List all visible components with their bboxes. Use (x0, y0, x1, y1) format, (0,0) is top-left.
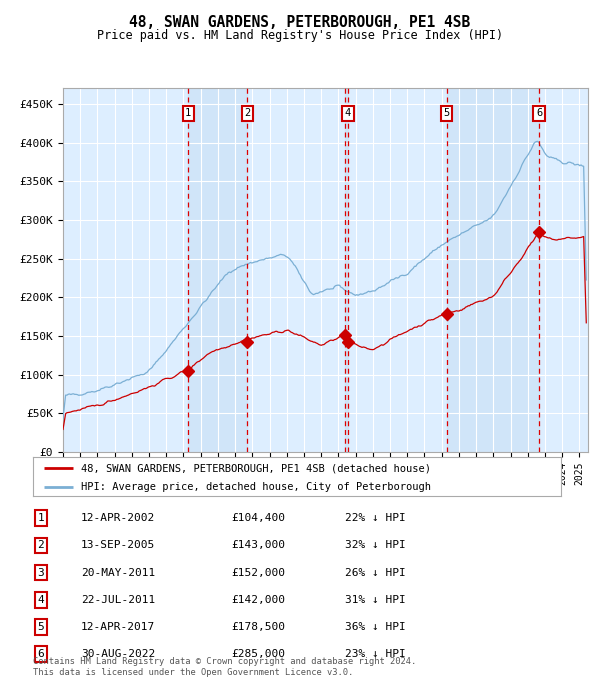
Text: 20-MAY-2011: 20-MAY-2011 (81, 568, 155, 577)
Text: 2: 2 (244, 108, 250, 118)
Text: 36% ↓ HPI: 36% ↓ HPI (345, 622, 406, 632)
Text: 4: 4 (37, 595, 44, 605)
Text: 12-APR-2002: 12-APR-2002 (81, 513, 155, 523)
Text: 22% ↓ HPI: 22% ↓ HPI (345, 513, 406, 523)
Text: 1: 1 (37, 513, 44, 523)
Text: £143,000: £143,000 (231, 541, 285, 550)
Text: Contains HM Land Registry data © Crown copyright and database right 2024.
This d: Contains HM Land Registry data © Crown c… (33, 657, 416, 677)
Bar (345, 88, 348, 452)
Text: £152,000: £152,000 (231, 568, 285, 577)
Text: 5: 5 (37, 622, 44, 632)
Text: 31% ↓ HPI: 31% ↓ HPI (345, 595, 406, 605)
Text: Price paid vs. HM Land Registry's House Price Index (HPI): Price paid vs. HM Land Registry's House … (97, 29, 503, 41)
Text: 23% ↓ HPI: 23% ↓ HPI (345, 649, 406, 659)
Text: 2: 2 (37, 541, 44, 550)
Text: 6: 6 (37, 649, 44, 659)
Text: 32% ↓ HPI: 32% ↓ HPI (345, 541, 406, 550)
Bar (188, 88, 247, 452)
Text: £104,400: £104,400 (231, 513, 285, 523)
Text: 48, SWAN GARDENS, PETERBOROUGH, PE1 4SB: 48, SWAN GARDENS, PETERBOROUGH, PE1 4SB (130, 15, 470, 30)
Text: 12-APR-2017: 12-APR-2017 (81, 622, 155, 632)
Bar (446, 88, 539, 452)
Text: 5: 5 (443, 108, 449, 118)
Text: 1: 1 (185, 108, 191, 118)
Text: 26% ↓ HPI: 26% ↓ HPI (345, 568, 406, 577)
Text: 6: 6 (536, 108, 542, 118)
Text: 3: 3 (37, 568, 44, 577)
Text: £178,500: £178,500 (231, 622, 285, 632)
Text: 22-JUL-2011: 22-JUL-2011 (81, 595, 155, 605)
Text: 4: 4 (345, 108, 351, 118)
Text: 48, SWAN GARDENS, PETERBOROUGH, PE1 4SB (detached house): 48, SWAN GARDENS, PETERBOROUGH, PE1 4SB … (80, 463, 431, 473)
Text: HPI: Average price, detached house, City of Peterborough: HPI: Average price, detached house, City… (80, 481, 431, 492)
Text: 13-SEP-2005: 13-SEP-2005 (81, 541, 155, 550)
Text: £142,000: £142,000 (231, 595, 285, 605)
Text: £285,000: £285,000 (231, 649, 285, 659)
Text: 30-AUG-2022: 30-AUG-2022 (81, 649, 155, 659)
